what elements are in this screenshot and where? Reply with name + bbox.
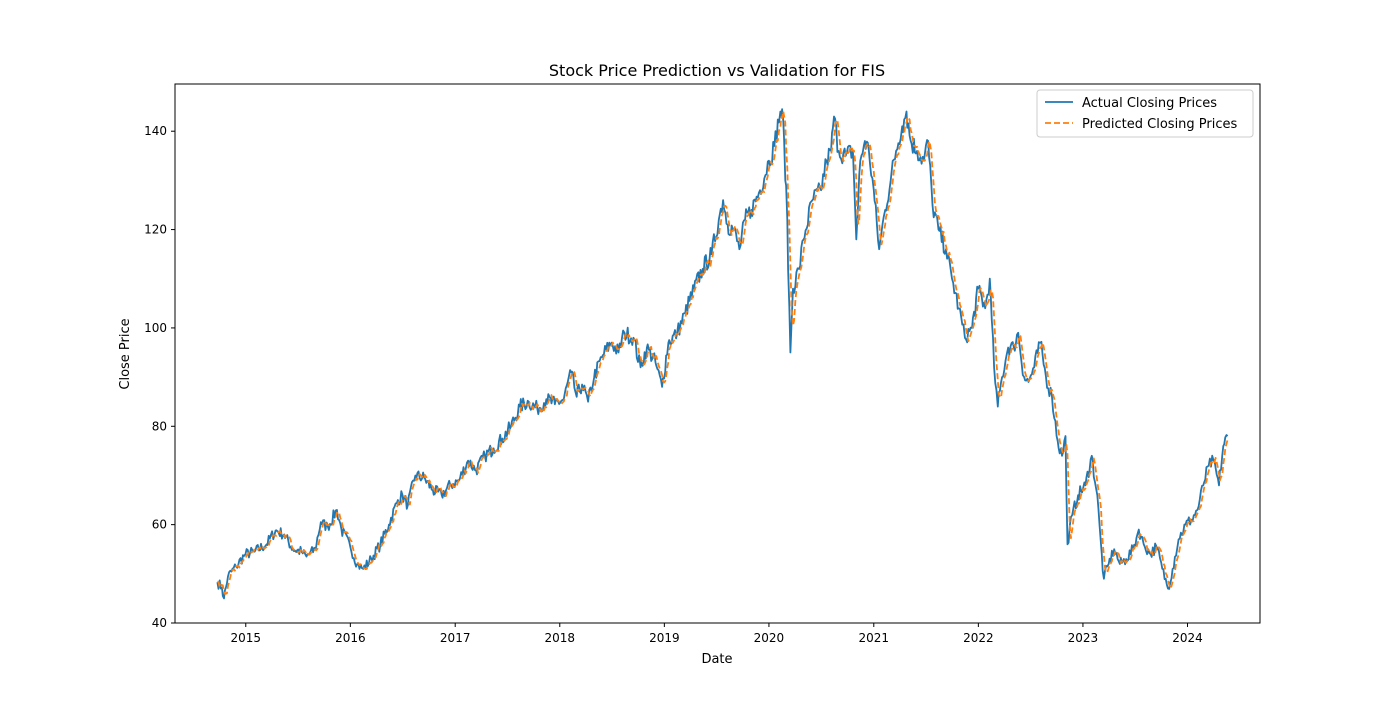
y-tick-label: 140 [144,124,167,138]
legend: Actual Closing Prices Predicted Closing … [1036,89,1254,138]
series-line-actual [216,108,1229,600]
legend-label-actual: Actual Closing Prices [1082,96,1217,111]
y-tick-label: 120 [144,223,167,237]
series-layer [216,108,1229,600]
x-tick-label: 2018 [545,631,576,645]
x-tick-label: 2021 [859,631,890,645]
x-axis: 2015 2016 2017 2018 2019 2020 2021 2022 2023 2024 [230,623,1203,645]
chart-title: Stock Price Prediction vs Validation for… [549,61,885,80]
x-axis-label: Date [701,652,732,667]
x-tick-label: 2024 [1172,631,1203,645]
y-tick-label: 100 [144,321,167,335]
x-tick-label: 2016 [335,631,366,645]
series-line-predicted [217,110,1229,595]
plot-area [174,83,1261,624]
x-tick-label: 2023 [1068,631,1099,645]
x-tick-label: 2019 [649,631,680,645]
y-axis: 40 60 80 100 120 140 [144,124,175,630]
legend-label-predicted: Predicted Closing Prices [1082,117,1238,132]
x-tick-label: 2020 [754,631,785,645]
x-tick-label: 2015 [230,631,261,645]
y-tick-label: 60 [152,518,167,532]
y-tick-label: 40 [152,616,167,630]
plot-frame [174,83,1261,624]
x-tick-label: 2017 [440,631,471,645]
legend-box [1036,89,1254,138]
y-axis-label: Close Price [118,318,133,389]
y-tick-label: 80 [152,419,167,433]
x-tick-label: 2022 [963,631,994,645]
